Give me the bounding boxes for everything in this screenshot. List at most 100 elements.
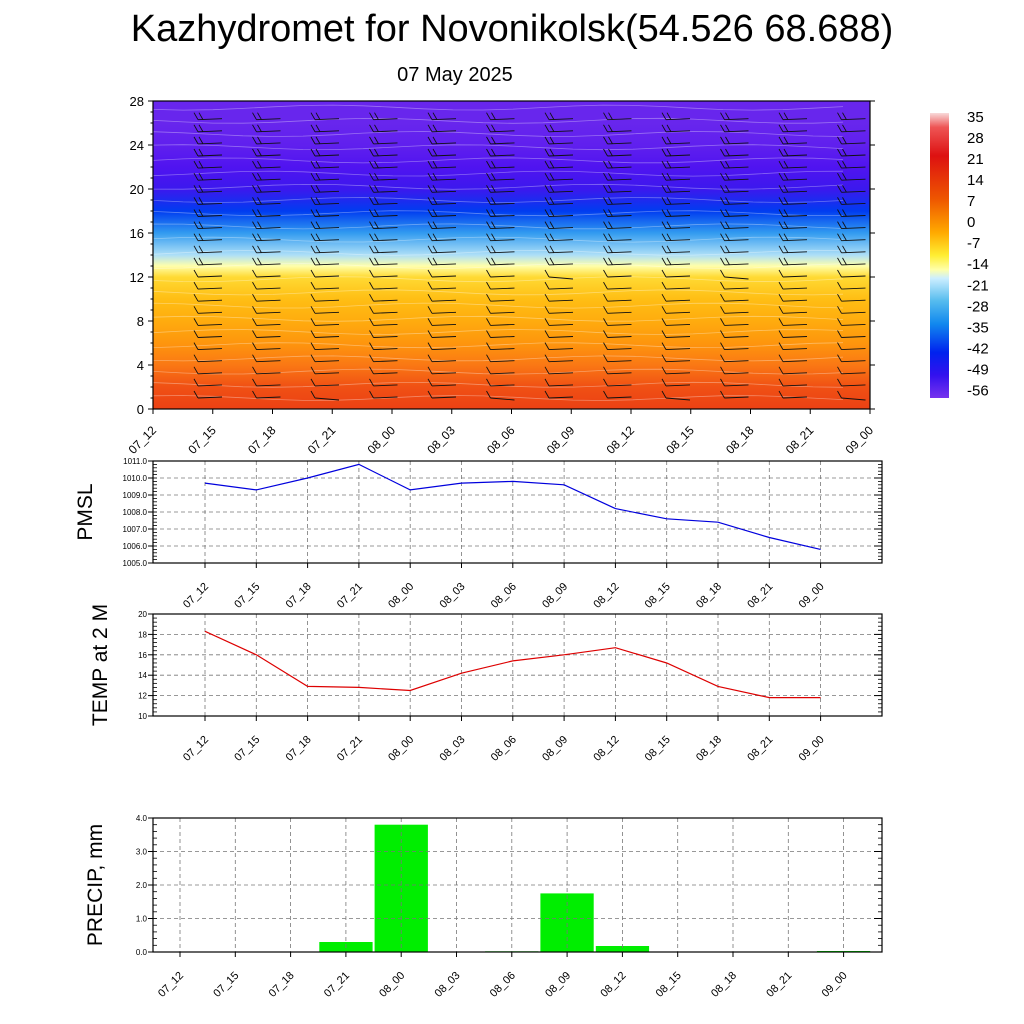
wind-barb-feather — [842, 257, 847, 266]
wind-barb — [314, 323, 340, 326]
wind-barb-feather — [837, 342, 842, 350]
wind-barb — [197, 372, 223, 375]
contour-line — [152, 329, 844, 335]
wind-barb-feather — [257, 209, 262, 217]
y-axis-label: TEMP at 2 M — [89, 604, 112, 726]
x-tick-label: 07_15 — [232, 734, 262, 764]
wind-barb-feather — [252, 148, 257, 157]
x-tick-label: 07_18 — [284, 734, 314, 764]
wind-barb — [665, 130, 691, 133]
wind-barb-feather — [252, 293, 257, 302]
wind-barb-feather — [783, 221, 789, 229]
wind-barb-feather — [720, 112, 725, 120]
wind-barb-feather — [315, 124, 321, 133]
wind-barb-feather — [608, 245, 613, 254]
wind-barb-feather — [720, 366, 725, 375]
wind-barb — [782, 336, 808, 338]
wind-barb — [665, 348, 691, 351]
wind-barb-feather — [544, 269, 550, 278]
wind-barb-feather — [725, 124, 730, 133]
wind-barb — [841, 360, 866, 363]
wind-barb-feather — [778, 293, 784, 302]
wind-barb-feather — [725, 233, 730, 241]
wind-barb-feather — [778, 197, 784, 205]
wind-barb-feather — [544, 136, 550, 145]
x-tick-label: 07_15 — [211, 970, 241, 1000]
wind-barb — [724, 311, 749, 314]
wind-barb — [314, 384, 340, 387]
wind-barb-feather — [837, 293, 842, 302]
wind-barb-feather — [666, 221, 672, 229]
wind-barb-feather — [257, 221, 262, 229]
colorbar-label: -7 — [967, 235, 980, 252]
wind-barb-feather — [257, 233, 262, 241]
wind-barb — [431, 299, 457, 302]
colorbar-label: -14 — [967, 256, 989, 273]
wind-barb-feather — [252, 390, 257, 399]
wind-barb-feather — [257, 257, 262, 266]
wind-barb — [782, 311, 808, 314]
wind-barb-feather — [778, 172, 784, 181]
colorbar-label: -21 — [967, 277, 989, 294]
wind-barb — [841, 227, 866, 230]
wind-barb-feather — [666, 172, 672, 181]
wind-barb-feather — [603, 366, 608, 375]
wind-barb — [314, 311, 340, 314]
wind-barb-feather — [315, 233, 321, 241]
wind-barb — [373, 336, 398, 338]
wind-barb-feather — [720, 257, 725, 266]
wind-barb-feather — [725, 136, 730, 145]
wind-barb — [841, 239, 866, 242]
wind-barb-feather — [778, 354, 784, 362]
wind-barb — [431, 275, 457, 278]
wind-barb-feather — [778, 378, 784, 387]
wind-barb — [490, 239, 515, 242]
wind-barb — [724, 239, 749, 242]
wind-barb — [256, 311, 281, 314]
wind-barb-feather — [837, 148, 842, 157]
wind-barb-feather — [310, 209, 316, 217]
wind-barb — [373, 348, 398, 351]
x-tick-label: 08_00 — [377, 970, 407, 1000]
wind-barb-feather — [369, 209, 374, 217]
wind-barb — [548, 311, 574, 314]
wind-barb-feather — [193, 269, 199, 278]
colorbar-label: -56 — [967, 382, 989, 399]
wind-barb-feather — [486, 185, 491, 193]
wind-barb — [373, 311, 398, 314]
x-tick-label: 08_09 — [540, 581, 570, 611]
wind-barb — [431, 263, 457, 266]
wind-barb — [431, 311, 457, 314]
wind-barb-feather — [842, 112, 847, 120]
wind-barb — [548, 227, 574, 230]
wind-barb-feather — [837, 124, 842, 133]
wind-barb — [490, 384, 515, 387]
wind-barb-feather — [842, 124, 847, 133]
wind-barb-feather — [842, 172, 847, 181]
wind-barb-feather — [837, 197, 842, 205]
wind-barb — [548, 372, 574, 375]
wind-barb-feather — [432, 197, 438, 205]
wind-barb — [665, 118, 691, 121]
wind-barb — [314, 263, 340, 266]
wind-barb — [665, 251, 691, 254]
wind-barb-feather — [310, 112, 316, 120]
wind-barb — [373, 118, 398, 121]
wind-barb-feather — [486, 124, 491, 133]
wind-barb — [490, 348, 515, 351]
contour-line — [152, 157, 844, 164]
wind-barb-feather — [193, 245, 199, 254]
wind-barb-feather — [310, 245, 316, 254]
wind-barb — [197, 142, 223, 145]
x-tick-label: 08_12 — [598, 970, 628, 1000]
wind-barb-feather — [783, 209, 789, 217]
wind-barb — [607, 287, 632, 290]
wind-barb-feather — [486, 293, 491, 302]
wind-barb — [782, 372, 808, 375]
wind-barb — [782, 166, 808, 169]
wind-barb-feather — [193, 160, 199, 169]
wind-barb — [431, 348, 457, 351]
wind-barb — [431, 130, 457, 133]
wind-barb — [724, 299, 749, 302]
wind-barb-feather — [608, 233, 613, 241]
